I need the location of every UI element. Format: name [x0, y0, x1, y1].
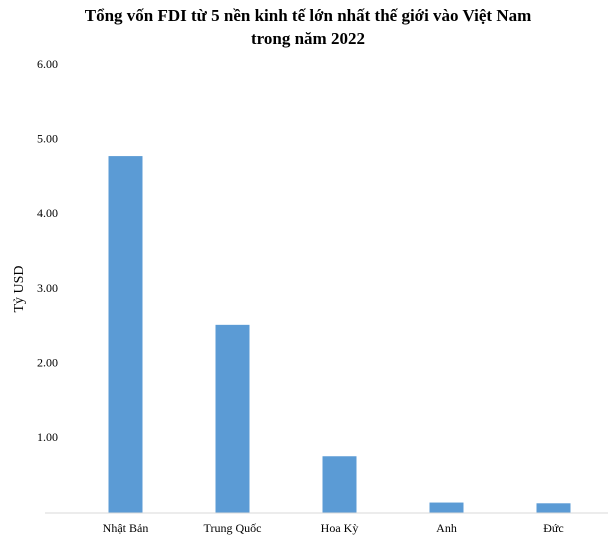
bar	[322, 456, 357, 513]
y-tick-label: -	[54, 505, 58, 519]
x-tick-label: Đức	[543, 521, 564, 535]
chart-title: Tổng vốn FDI từ 5 nền kinh tế lớn nhất t…	[85, 6, 532, 25]
bar	[429, 502, 464, 513]
bar	[108, 156, 143, 514]
x-tick-label: Trung Quốc	[204, 521, 262, 535]
bar	[536, 503, 571, 513]
x-tick-label: Nhật Bản	[103, 521, 149, 535]
x-tick-label: Anh	[436, 521, 457, 535]
bar	[215, 324, 250, 513]
x-tick-label: Hoa Kỳ	[321, 521, 359, 535]
y-tick-label: 1.00	[37, 430, 58, 444]
y-tick-label: 2.00	[37, 355, 58, 369]
y-tick-label: 5.00	[37, 131, 58, 145]
y-axis-label: Tỷ USD	[12, 265, 27, 312]
y-tick-label: 3.00	[37, 281, 58, 295]
y-tick-label: 6.00	[37, 57, 58, 71]
chart-title: trong năm 2022	[251, 29, 365, 48]
y-tick-label: 4.00	[37, 206, 58, 220]
